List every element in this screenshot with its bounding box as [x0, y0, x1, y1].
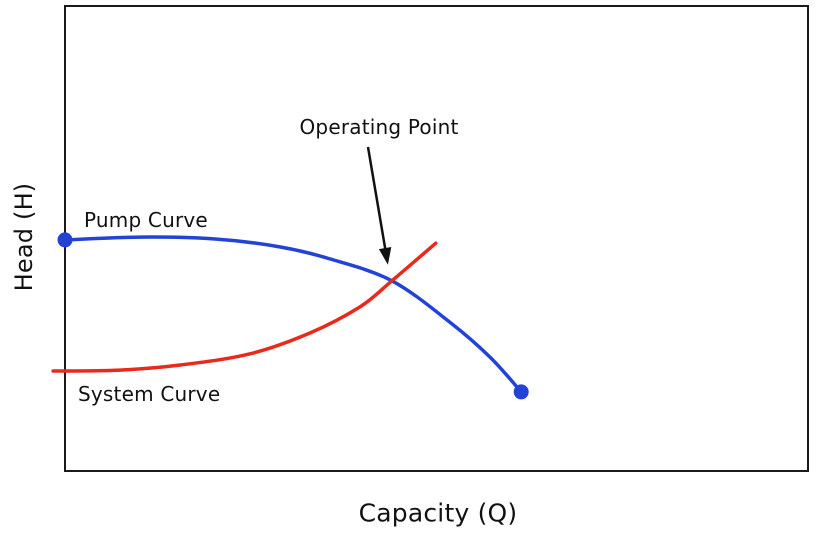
arrowhead-icon — [378, 247, 392, 265]
pump-curve-line — [63, 235, 523, 394]
system-curve-line — [51, 241, 438, 373]
series-group — [51, 232, 529, 400]
pump-curve-start-dot — [57, 232, 73, 248]
arrow-shaft — [366, 146, 387, 252]
system-curve-label: System Curve — [78, 382, 221, 406]
operating-point-arrow — [366, 146, 392, 265]
operating-point-label: Operating Point — [299, 115, 459, 139]
x-axis-label: Capacity (Q) — [358, 498, 518, 528]
pump-curve-label: Pump Curve — [84, 208, 208, 232]
y-axis-label: Head (H) — [10, 182, 38, 292]
pump-curve-end-dot — [513, 384, 529, 400]
